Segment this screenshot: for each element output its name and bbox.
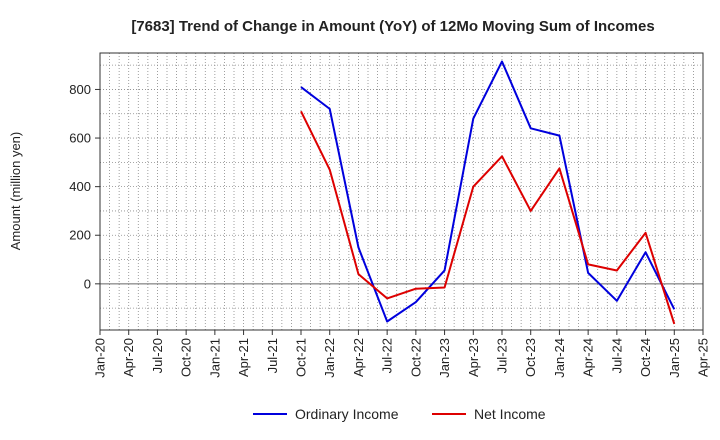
x-tick-label: Oct-23: [523, 338, 538, 377]
x-tick-label: Oct-20: [179, 338, 194, 377]
chart-title: [7683] Trend of Change in Amount (YoY) o…: [131, 18, 654, 35]
x-tick-label: Oct-21: [294, 338, 309, 377]
grid: [99, 53, 704, 330]
series-layer: [300, 60, 676, 325]
y-axis-label: Amount (million yen): [8, 132, 23, 251]
x-tick-label: Apr-23: [466, 338, 481, 377]
y-tick-label: 0: [84, 276, 91, 291]
series-line-net-income: [300, 110, 676, 325]
x-tick-label: Jul-23: [495, 338, 510, 373]
legend: Ordinary Income Net Income: [253, 406, 546, 422]
series-line-ordinary-income: [300, 60, 676, 323]
x-axis-ticks: Jan-20 Apr-20 Jul-20 Oct-20 Jan-21 Apr-21 Jul-…: [93, 330, 711, 378]
y-tick-label: 600: [69, 131, 91, 146]
y-axis-ticks: 0 200 400 600 800: [69, 82, 100, 291]
x-tick-label: Apr-20: [121, 338, 136, 377]
x-tick-label: Jul-24: [609, 338, 624, 373]
x-tick-label: Jan-24: [552, 338, 567, 378]
x-tick-label: Apr-24: [581, 338, 596, 377]
x-tick-label: Jan-22: [322, 338, 337, 378]
plot-frame: [99, 52, 704, 331]
y-tick-label: 800: [69, 82, 91, 97]
x-tick-label: Jan-23: [437, 338, 452, 378]
x-tick-label: Apr-22: [351, 338, 366, 377]
legend-label: Ordinary Income: [295, 406, 399, 422]
x-tick-label: Jan-25: [667, 338, 682, 378]
y-tick-label: 400: [69, 179, 91, 194]
x-tick-label: Oct-22: [408, 338, 423, 377]
x-tick-label: Jul-20: [150, 338, 165, 373]
x-tick-label: Jul-21: [265, 338, 280, 373]
x-tick-label: Apr-21: [236, 338, 251, 377]
x-tick-label: Oct-24: [638, 338, 653, 377]
x-tick-label: Jan-20: [93, 338, 108, 378]
y-tick-label: 200: [69, 228, 91, 243]
x-tick-label: Jul-22: [380, 338, 395, 373]
x-tick-label: Jan-21: [207, 338, 222, 378]
legend-label: Net Income: [474, 406, 546, 422]
x-tick-label: Apr-25: [696, 338, 711, 377]
